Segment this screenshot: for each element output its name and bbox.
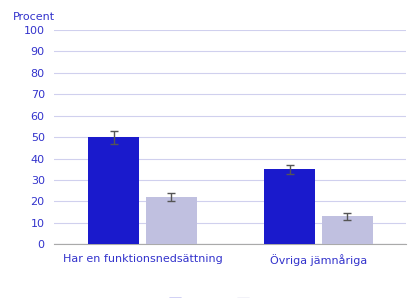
Text: Procent: Procent bbox=[13, 12, 55, 22]
Bar bbox=[146, 197, 197, 244]
Bar bbox=[322, 216, 373, 244]
Bar bbox=[88, 137, 139, 244]
Bar bbox=[264, 169, 315, 244]
